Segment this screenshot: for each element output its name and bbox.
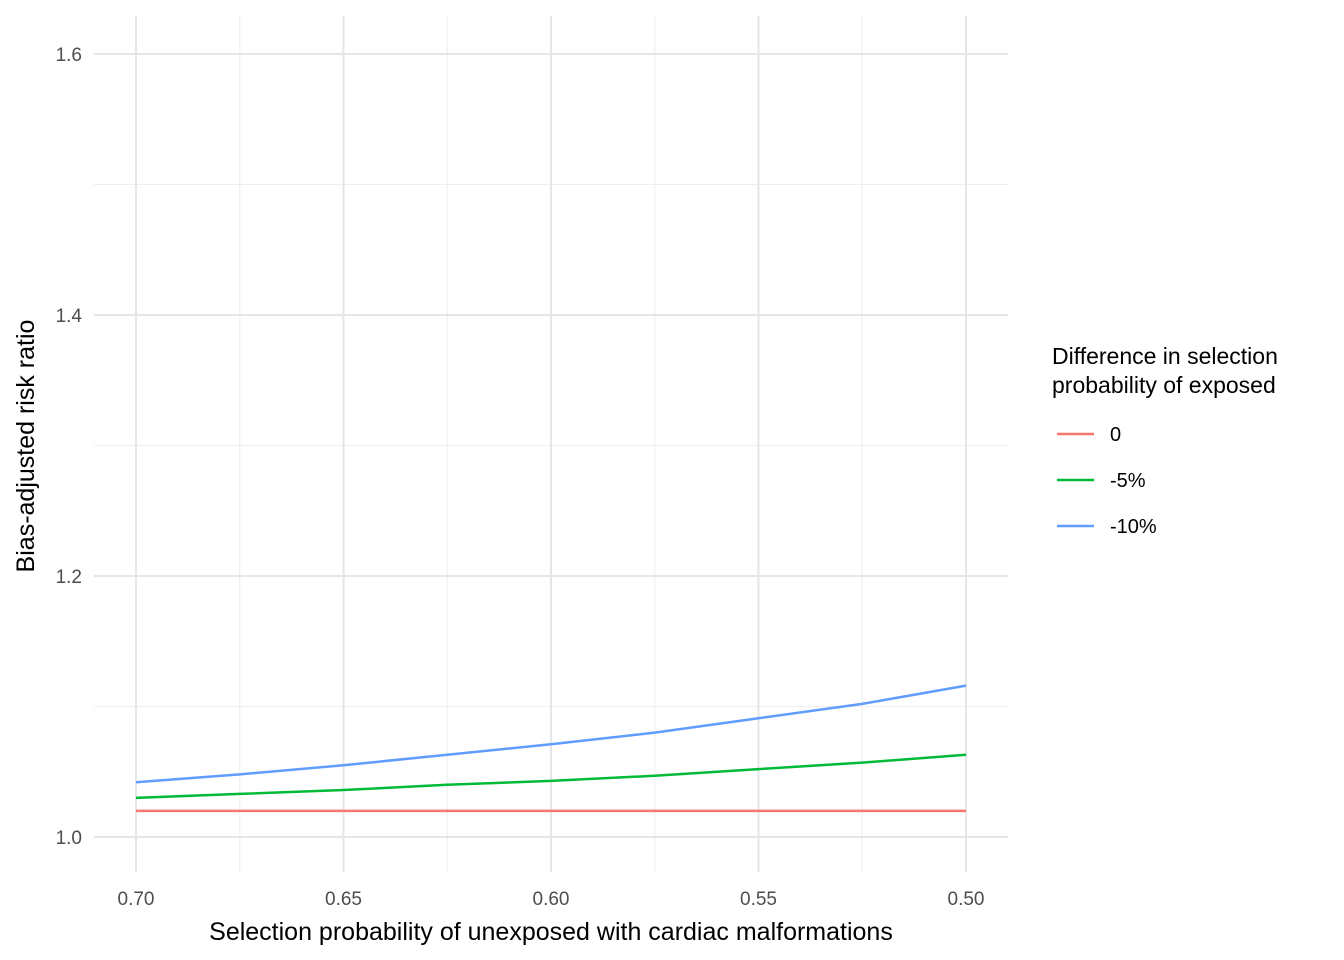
legend-item: 0	[1057, 424, 1121, 446]
y-tick-label: 1.4	[56, 306, 83, 327]
y-axis-tick-labels: 1.0 1.2 1.4 1.6	[56, 45, 83, 849]
y-tick-label: 1.6	[56, 45, 82, 66]
legend-items: 0 -5% -10%	[1057, 424, 1157, 538]
y-tick-label: 1.0	[56, 828, 82, 849]
x-tick-label: 0.50	[948, 889, 985, 910]
x-tick-label: 0.65	[325, 889, 362, 910]
x-tick-label: 0.55	[740, 889, 777, 910]
legend-title-line2: probability of exposed	[1052, 372, 1276, 398]
y-tick-label: 1.2	[56, 567, 82, 588]
legend: Difference in selection probability of e…	[1052, 343, 1278, 538]
series-lines	[135, 684, 967, 813]
x-axis-title: Selection probability of unexposed with …	[209, 918, 893, 946]
legend-label: -10%	[1110, 516, 1157, 538]
legend-item: -5%	[1057, 470, 1146, 492]
x-tick-label: 0.60	[533, 889, 570, 910]
legend-title-line1: Difference in selection	[1052, 343, 1278, 369]
series-line--5%	[135, 753, 967, 800]
legend-item: -10%	[1057, 516, 1157, 538]
x-axis-tick-labels: 0.70 0.65 0.60 0.55 0.50	[118, 889, 985, 910]
x-tick-label: 0.70	[118, 889, 155, 910]
y-axis-title: Bias-adjusted risk ratio	[12, 320, 40, 573]
legend-label: 0	[1110, 424, 1121, 446]
series-line--10%	[135, 684, 967, 784]
grid	[94, 16, 1008, 872]
legend-label: -5%	[1110, 470, 1146, 492]
